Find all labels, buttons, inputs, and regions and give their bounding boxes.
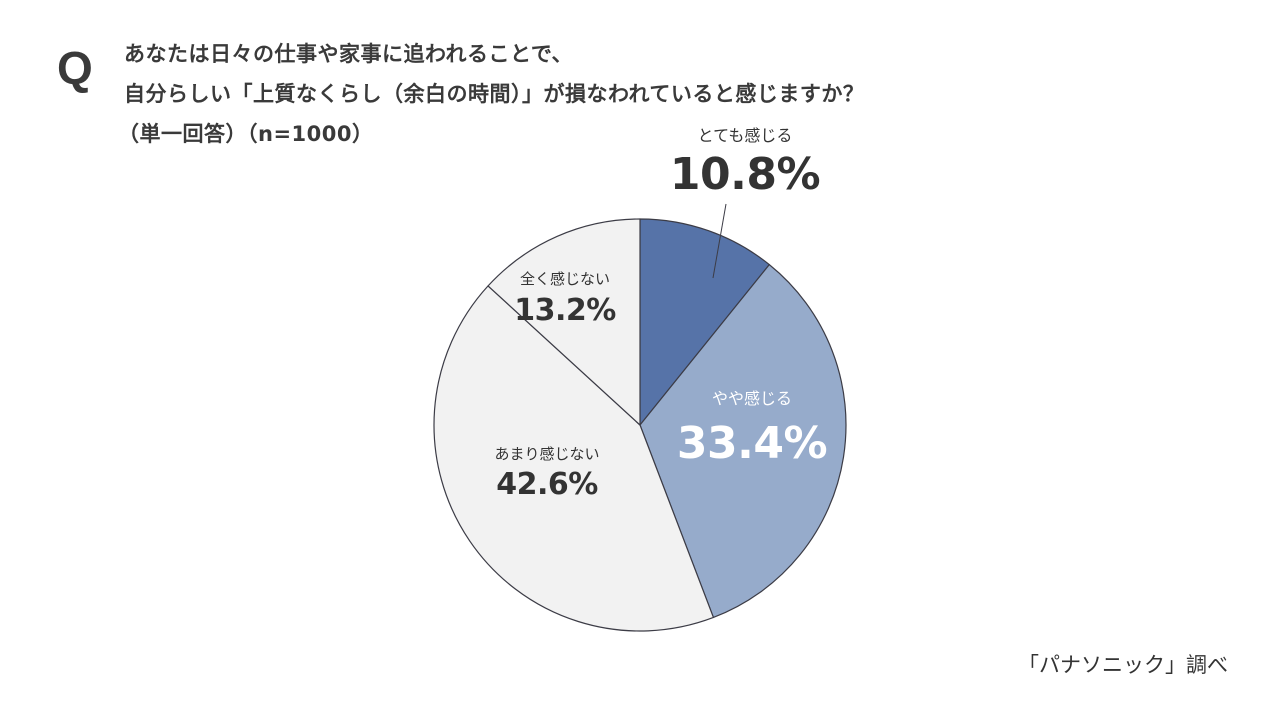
slice-totemo: [639, 218, 770, 426]
percent-value: 13.2%: [514, 293, 616, 328]
category-label: あまり感じない: [494, 445, 600, 463]
slice-amari: [433, 285, 715, 632]
question-line-1: あなたは日々の仕事や家事に追われることで、: [124, 42, 573, 66]
category-label: やや感じる: [711, 389, 792, 408]
question-line-3: （単一回答）（n=1000）: [118, 122, 374, 146]
slice-label-totemo: とても感じる 10.8%: [640, 126, 850, 204]
percent-value: 42.6%: [496, 467, 598, 502]
question-text: あなたは日々の仕事や家事に追われることで、 自分らしい「上質なくらし（余白の時間…: [118, 34, 865, 154]
slice-label-mattaku: 全く感じない 13.2%: [500, 269, 630, 333]
slice-label-yaya: やや感じる 33.4%: [672, 389, 832, 479]
leader-line: [712, 203, 727, 279]
question-mark-label: Q: [57, 42, 93, 94]
question-line-2: 自分らしい「上質なくらし（余白の時間）」が損なわれていると感じますか？: [124, 82, 865, 106]
percent-value: 10.8%: [669, 149, 821, 200]
slice-mattaku: [487, 218, 641, 426]
slice-label-amari: あまり感じない 42.6%: [482, 444, 612, 506]
category-label: とても感じる: [697, 126, 793, 145]
category-label: 全く感じない: [519, 270, 610, 288]
percent-value: 33.4%: [676, 418, 828, 469]
slice-yaya: [639, 264, 847, 619]
pie-slices: [433, 218, 847, 632]
source-note: 「パナソニック」調べ: [1018, 653, 1228, 677]
